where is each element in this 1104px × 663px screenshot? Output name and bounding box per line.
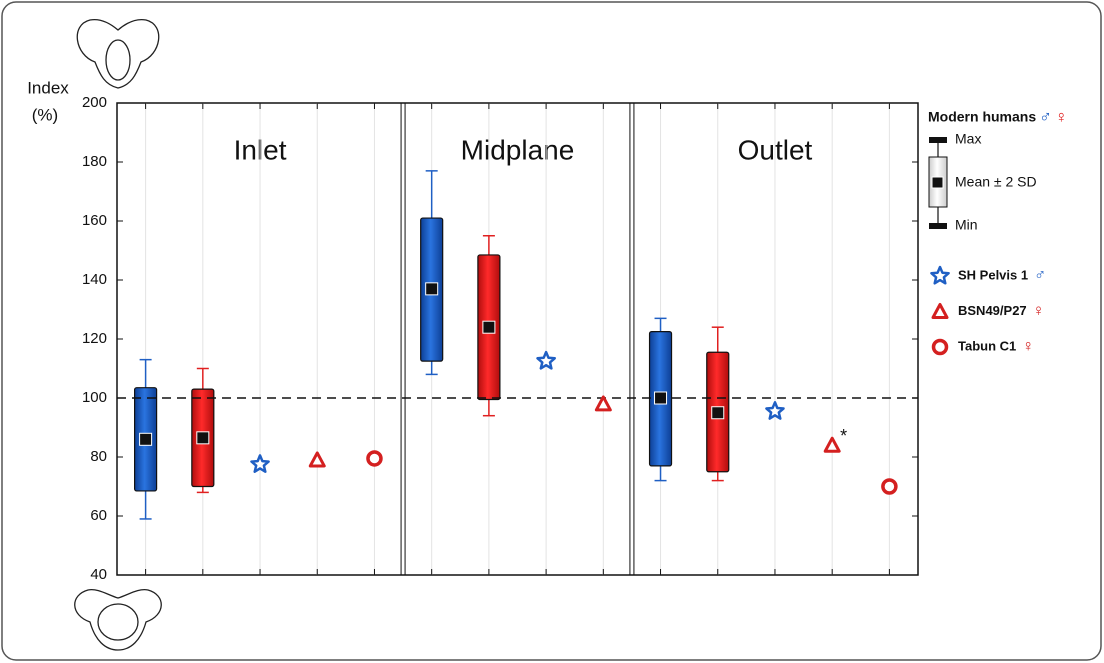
y-tick-label: 120 xyxy=(82,330,107,347)
legend-sex-symbol: ♀ xyxy=(1033,303,1045,320)
y-axis-label: Index xyxy=(27,78,69,97)
y-tick-label: 140 xyxy=(82,271,107,288)
y-tick-label: 80 xyxy=(90,448,107,465)
legend-label: Tabun C1 xyxy=(958,338,1016,353)
y-tick-label: 180 xyxy=(82,153,107,170)
y-axis-unit: (%) xyxy=(32,105,58,124)
legend-sex-symbol: ♂ xyxy=(1034,267,1046,284)
y-tick-label: 60 xyxy=(90,507,107,524)
circle-marker xyxy=(368,452,381,465)
mean-marker xyxy=(712,407,724,419)
mean-marker xyxy=(426,283,438,295)
annotation: * xyxy=(840,426,847,446)
mean-marker xyxy=(197,432,209,444)
legend-sex-symbol: ♀ xyxy=(1022,338,1034,355)
circle-marker xyxy=(934,341,947,354)
frame xyxy=(2,2,1101,660)
legend-min: Min xyxy=(955,217,978,233)
legend-male-symbol: ♂ xyxy=(1039,107,1052,126)
panel-title: Midplane xyxy=(461,134,575,165)
legend-mean: Mean ± 2 SD xyxy=(955,174,1037,190)
mean-marker xyxy=(483,321,495,333)
legend-female-symbol: ♀ xyxy=(1055,107,1068,126)
y-tick-label: 40 xyxy=(90,566,107,583)
mean-marker xyxy=(140,433,152,445)
chart: Index (%) Max Mean ± 2 SD Min 40 60 80 100 1… xyxy=(0,0,1104,663)
y-tick-label: 200 xyxy=(82,94,107,111)
legend-title: Modern humans xyxy=(928,109,1036,125)
legend-label: SH Pelvis 1 xyxy=(958,267,1028,282)
circle-marker xyxy=(883,480,896,493)
legend-label: BSN49/P27 xyxy=(958,303,1027,318)
y-tick-label: 160 xyxy=(82,212,107,229)
legend-max: Max xyxy=(955,131,981,147)
y-tick-label: 100 xyxy=(82,389,107,406)
